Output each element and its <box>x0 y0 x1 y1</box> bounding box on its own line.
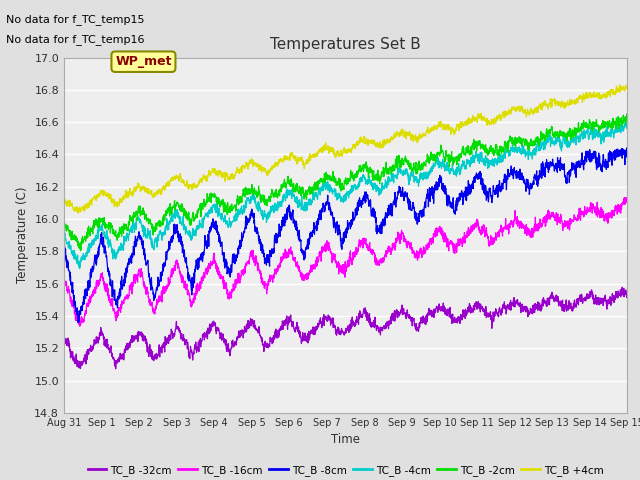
TC_B -32cm <box>218 334 225 340</box>
TC_B -8cm <box>623 145 630 151</box>
TC_B -2cm <box>623 111 631 117</box>
TC_B -4cm <box>218 217 225 223</box>
TC_B -32cm <box>374 325 382 331</box>
TC_B -2cm <box>77 248 84 254</box>
TC_B +4cm <box>218 170 225 176</box>
TC_B -16cm <box>509 221 517 227</box>
TC_B -8cm <box>362 189 370 195</box>
Text: WP_met: WP_met <box>115 55 172 68</box>
Title: Temperatures Set B: Temperatures Set B <box>270 37 421 52</box>
Line: TC_B -16cm: TC_B -16cm <box>64 197 627 326</box>
TC_B +4cm <box>74 210 82 216</box>
TC_B -4cm <box>623 123 631 129</box>
TC_B +4cm <box>374 142 382 147</box>
TC_B -2cm <box>589 124 597 130</box>
TC_B -2cm <box>374 177 382 183</box>
TC_B +4cm <box>574 100 582 106</box>
TC_B -16cm <box>60 278 68 284</box>
TC_B -4cm <box>622 118 630 124</box>
TC_B -32cm <box>574 300 582 306</box>
TC_B -8cm <box>374 228 382 233</box>
Line: TC_B +4cm: TC_B +4cm <box>64 85 627 213</box>
Line: TC_B -8cm: TC_B -8cm <box>64 148 627 323</box>
TC_B -8cm <box>509 176 517 181</box>
TC_B +4cm <box>616 82 624 88</box>
TC_B -16cm <box>362 242 370 248</box>
TC_B -8cm <box>589 156 597 161</box>
Line: TC_B -4cm: TC_B -4cm <box>64 121 627 268</box>
TC_B -32cm <box>362 314 370 320</box>
TC_B -16cm <box>218 272 225 278</box>
TC_B +4cm <box>589 91 597 97</box>
TC_B -8cm <box>218 240 225 246</box>
TC_B -4cm <box>362 177 370 183</box>
TC_B -4cm <box>589 128 597 134</box>
TC_B +4cm <box>60 193 68 199</box>
TC_B -16cm <box>374 261 382 266</box>
TC_B -4cm <box>76 265 83 271</box>
TC_B -4cm <box>509 147 517 153</box>
TC_B -16cm <box>623 199 631 205</box>
Legend: TC_B -32cm, TC_B -16cm, TC_B -8cm, TC_B -4cm, TC_B -2cm, TC_B +4cm: TC_B -32cm, TC_B -16cm, TC_B -8cm, TC_B … <box>83 461 608 480</box>
TC_B -32cm <box>60 338 68 344</box>
TC_B -16cm <box>574 216 582 222</box>
TC_B -2cm <box>509 140 517 146</box>
Line: TC_B -2cm: TC_B -2cm <box>64 114 627 251</box>
TC_B -2cm <box>574 128 582 133</box>
TC_B -32cm <box>112 366 120 372</box>
TC_B -16cm <box>621 194 629 200</box>
TC_B -2cm <box>218 199 225 205</box>
Text: No data for f_TC_temp16: No data for f_TC_temp16 <box>6 34 145 45</box>
TC_B -4cm <box>60 234 68 240</box>
TC_B -2cm <box>362 159 370 165</box>
TC_B -32cm <box>509 297 517 303</box>
TC_B -16cm <box>589 205 597 211</box>
TC_B +4cm <box>509 105 517 110</box>
Line: TC_B -32cm: TC_B -32cm <box>64 287 627 369</box>
X-axis label: Time: Time <box>331 433 360 446</box>
TC_B -8cm <box>74 320 82 325</box>
TC_B -32cm <box>589 292 597 298</box>
TC_B -8cm <box>623 145 631 151</box>
TC_B -16cm <box>76 323 83 329</box>
TC_B -32cm <box>618 284 626 290</box>
TC_B +4cm <box>362 139 370 145</box>
TC_B -8cm <box>574 165 582 170</box>
TC_B -32cm <box>623 290 631 296</box>
Text: No data for f_TC_temp15: No data for f_TC_temp15 <box>6 14 145 25</box>
TC_B -2cm <box>60 221 68 227</box>
TC_B -2cm <box>623 118 631 123</box>
TC_B +4cm <box>623 84 631 90</box>
Y-axis label: Temperature (C): Temperature (C) <box>16 187 29 284</box>
TC_B -4cm <box>374 186 382 192</box>
TC_B -8cm <box>60 239 68 245</box>
TC_B -4cm <box>574 135 582 141</box>
